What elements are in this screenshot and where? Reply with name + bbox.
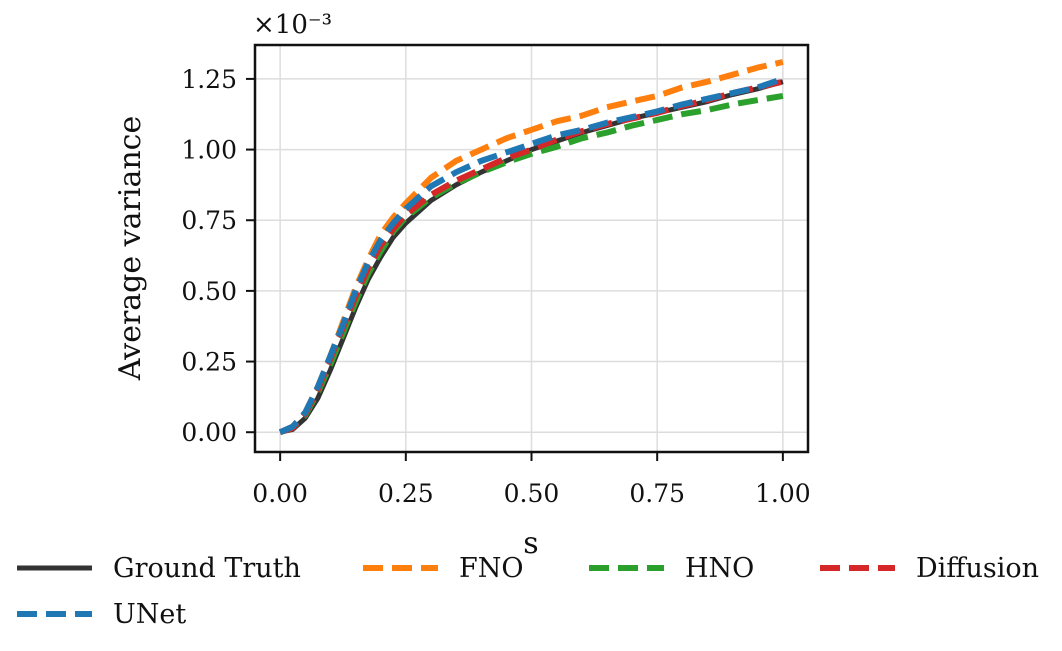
x-axis-label: s <box>523 526 538 561</box>
legend-label: Ground Truth <box>113 553 301 584</box>
legend-label: Diffusion <box>916 553 1039 584</box>
y-axis-label: Average variance <box>113 116 148 381</box>
legend-label: UNet <box>113 599 186 630</box>
y-tick-label: 0.50 <box>181 277 237 306</box>
y-tick-label: 1.25 <box>181 65 237 94</box>
legend-item-ground-truth: Ground Truth <box>17 553 301 584</box>
legend-item-fno: FNO <box>363 553 524 584</box>
x-tick-label: 0.75 <box>629 479 685 508</box>
x-tick-label: 1.00 <box>755 479 811 508</box>
y-tick-label: 0.25 <box>181 348 237 377</box>
grid-lines <box>255 45 808 452</box>
y-tick-label: 0.00 <box>181 418 237 447</box>
x-tick-label: 0.00 <box>252 479 308 508</box>
legend: Ground Truth FNO HNO Diffusion UNet <box>17 553 1039 630</box>
x-tick-label: 0.50 <box>504 479 560 508</box>
legend-label: FNO <box>459 553 524 584</box>
series-layer <box>278 59 784 436</box>
y-tick-label: 1.00 <box>181 136 237 165</box>
axis-ticks: 0.00 0.25 0.50 0.75 1.00 0.00 0.25 0.50 0.75 1.00… <box>181 65 810 508</box>
legend-item-unet: UNet <box>17 599 186 630</box>
legend-item-diffusion: Diffusion <box>820 553 1039 584</box>
y-tick-label: 0.75 <box>181 206 237 235</box>
legend-item-hno: HNO <box>589 553 754 584</box>
legend-label: HNO <box>685 553 754 584</box>
series-line-unet <box>278 76 784 435</box>
y-scale-label: ×10⁻³ <box>253 10 332 40</box>
x-tick-label: 0.25 <box>378 479 434 508</box>
